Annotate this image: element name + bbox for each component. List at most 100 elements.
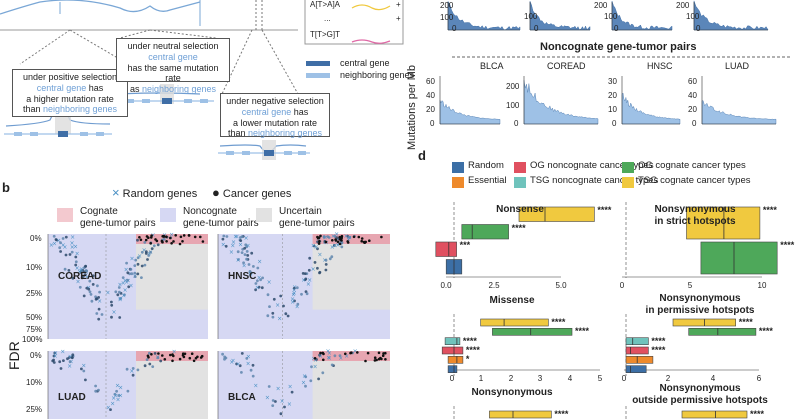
significance-stars: *	[465, 354, 470, 365]
cancer-gene-point	[145, 358, 149, 361]
neighbor-exon	[298, 151, 306, 155]
box-bar	[444, 337, 461, 346]
cancer-gene-point	[271, 399, 275, 402]
cancer-gene-point	[300, 292, 303, 296]
cancer-gene-point	[235, 362, 239, 366]
random-gene-point: ×	[307, 277, 312, 284]
random-gene-point: ×	[306, 281, 311, 288]
cancer-gene-point	[94, 389, 98, 393]
random-gene-point: ×	[172, 349, 177, 356]
x-tick-label: 0.0	[440, 281, 452, 290]
significance-stars: ****	[462, 335, 477, 346]
plot-label-hnsc: HNSC	[228, 271, 257, 282]
legend-swatch	[452, 177, 464, 188]
box-bar	[625, 337, 649, 346]
cancer-gene-point	[313, 357, 317, 360]
random-gene-point: ×	[75, 279, 80, 286]
cancer-gene-point	[116, 293, 120, 297]
rt-plot-title-coread: COREAD	[547, 61, 586, 71]
cancer-gene-point	[136, 368, 140, 372]
cancer-gene-point	[154, 238, 157, 241]
box-bar	[480, 318, 549, 327]
cancer-gene-point	[305, 292, 309, 296]
cancer-gene-point	[74, 255, 78, 259]
box-bar	[625, 346, 649, 355]
significance-stars: ***	[459, 240, 471, 250]
rt-tick: 20	[608, 91, 617, 100]
negative-selection-box: under negative selection central gene ha…	[220, 93, 330, 138]
context-curve-yellow	[351, 4, 391, 11]
fdr-tick: 0%	[30, 234, 42, 243]
cancer-gene-point	[95, 312, 99, 315]
cancer-gene-point	[364, 359, 367, 363]
cancer-gene-point	[245, 250, 249, 253]
neighbor-exon	[80, 132, 88, 136]
cancer-gene-point	[70, 356, 74, 360]
cancer-gene-point	[267, 385, 271, 388]
random-gene-point: ×	[111, 395, 116, 402]
cancer-gene-point	[304, 290, 308, 293]
rt-tick: 0	[612, 119, 617, 128]
cancer-gene-point	[247, 263, 251, 266]
rt-tick: 100	[506, 101, 520, 110]
subplot-title: Nonsynonymous outside permissive hotspot…	[632, 383, 768, 406]
random-gene-point: ×	[238, 242, 243, 249]
legend-swatch	[514, 177, 526, 188]
cancer-gene-point	[97, 296, 100, 299]
cancer-gene-point	[271, 404, 275, 407]
random-gene-point: ×	[325, 348, 330, 355]
cancer-gene-point	[254, 282, 258, 285]
subplot-title: Missense	[489, 295, 535, 306]
box-bar	[625, 365, 647, 374]
uncertain-swatch	[256, 208, 272, 222]
significance-stars: ****	[551, 317, 566, 327]
random-gene-point: ×	[234, 234, 239, 241]
significance-stars: ****	[511, 222, 526, 233]
random-gene-point: ×	[347, 235, 352, 242]
cancer-gene-point	[55, 238, 58, 242]
cancer-gene-point	[89, 293, 93, 296]
top-area-series	[529, 1, 591, 31]
fdr-tick: 100%	[22, 335, 43, 344]
cancer-gene-point	[174, 234, 177, 237]
cancer-gene-point	[309, 379, 313, 383]
subplot-title: Nonsynonymous in strict hotspots	[654, 204, 736, 227]
cognate-band	[312, 351, 390, 361]
connector	[149, 29, 217, 39]
legend-swatch	[622, 162, 634, 173]
cancer-gene-point	[59, 367, 63, 370]
cancer-gene-point	[293, 299, 296, 303]
cancer-gene-point	[250, 251, 254, 255]
cancer-gene-point	[84, 273, 87, 277]
cancer-gene-point	[110, 315, 113, 319]
cancer-gene-point	[201, 240, 205, 243]
cancer-gene-point	[144, 252, 148, 255]
random-gene-point: ×	[353, 348, 358, 355]
context-dots: ...	[324, 14, 331, 23]
significance-stars: ****	[651, 335, 666, 346]
cancer-gene-point	[346, 241, 350, 244]
random-gene-point: ×	[121, 293, 126, 300]
cancer-gene-point	[181, 240, 184, 243]
cancer-gene-point	[348, 235, 352, 239]
rt-tick: 20	[426, 105, 435, 114]
cancer-gene-point	[286, 314, 290, 318]
cancer-gene-point	[52, 234, 56, 238]
neighboring-gene-swatch	[306, 73, 330, 78]
cancer-gene-point	[196, 355, 199, 359]
random-gene-point: ×	[336, 241, 341, 248]
cancer-gene-point	[246, 254, 250, 257]
random-gene-point: ×	[255, 285, 260, 292]
cancer-gene-point	[245, 357, 249, 360]
random-gene-point: ×	[253, 383, 258, 390]
top-area-series	[693, 0, 769, 31]
bottom-area-series	[523, 80, 599, 125]
x-tick-label: 0	[619, 281, 625, 290]
cancer-gene-point	[333, 354, 337, 358]
uncertain-region	[312, 351, 390, 419]
cancer-gene-point	[161, 354, 164, 357]
legend-label: TSG noncognate cancer types	[530, 175, 659, 186]
cancer-gene-point	[331, 239, 334, 242]
cancer-gene-point	[88, 279, 92, 283]
cancer-gene-point	[296, 302, 300, 306]
